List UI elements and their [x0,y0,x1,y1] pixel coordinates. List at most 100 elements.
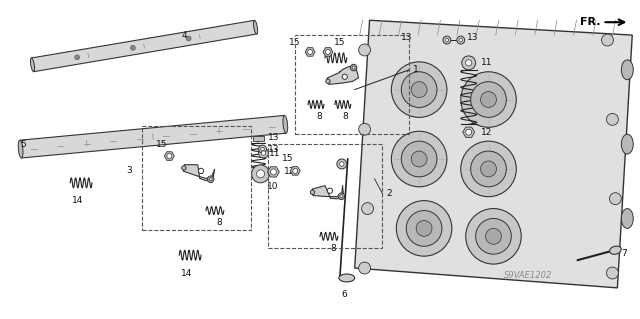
Polygon shape [291,167,300,175]
Circle shape [411,82,427,98]
Circle shape [607,114,618,125]
Text: 1: 1 [413,65,419,74]
Circle shape [416,220,432,236]
Text: 11: 11 [481,58,492,67]
Bar [253,136,264,141]
Circle shape [602,34,613,46]
Circle shape [261,151,266,155]
Text: 9: 9 [483,93,488,102]
Circle shape [207,176,214,182]
Circle shape [607,267,618,279]
Circle shape [340,195,343,198]
Polygon shape [268,167,279,177]
Circle shape [457,36,465,44]
Circle shape [327,188,333,193]
Bar [141,126,251,230]
Circle shape [167,153,172,159]
Circle shape [470,151,506,187]
Text: 4: 4 [181,31,187,40]
Circle shape [609,193,621,204]
Text: 2: 2 [387,189,392,198]
Text: 8: 8 [316,112,322,121]
Polygon shape [327,67,358,85]
Circle shape [337,159,347,169]
Circle shape [396,201,452,256]
Polygon shape [355,20,632,288]
Circle shape [466,129,472,135]
Text: 14: 14 [181,270,193,278]
Text: 10: 10 [266,182,278,191]
Polygon shape [164,152,174,160]
Polygon shape [312,185,343,199]
Circle shape [352,66,355,69]
Text: 13: 13 [268,145,279,153]
Circle shape [392,62,447,117]
Polygon shape [20,115,286,158]
Circle shape [198,168,204,174]
Text: 12: 12 [481,128,492,137]
Text: S9VAE1202: S9VAE1202 [504,271,552,280]
Circle shape [461,141,516,197]
Circle shape [401,72,437,108]
Circle shape [308,49,312,55]
Text: 15: 15 [156,140,167,149]
Circle shape [326,79,330,84]
Ellipse shape [31,58,35,72]
Circle shape [182,166,186,170]
Circle shape [486,228,501,244]
Circle shape [259,145,266,153]
Circle shape [406,211,442,246]
Ellipse shape [253,20,258,34]
Circle shape [292,168,298,174]
Circle shape [476,219,511,254]
Circle shape [470,82,506,117]
Circle shape [466,209,521,264]
Circle shape [445,38,449,42]
Text: 13: 13 [467,33,478,41]
Polygon shape [323,48,333,56]
Circle shape [338,193,344,200]
Circle shape [362,203,374,214]
Circle shape [358,44,371,56]
Ellipse shape [339,274,355,282]
Circle shape [411,151,427,167]
Text: 15: 15 [334,38,346,47]
Text: 8: 8 [216,218,221,227]
Ellipse shape [621,209,633,228]
Text: 12: 12 [284,167,296,176]
Bar [268,144,383,248]
Circle shape [209,178,212,181]
Circle shape [461,72,516,127]
Text: 14: 14 [72,196,84,205]
Ellipse shape [19,140,23,158]
Text: 8: 8 [343,112,349,121]
Circle shape [131,45,136,50]
Circle shape [401,141,437,177]
Circle shape [271,169,276,175]
Ellipse shape [621,60,633,80]
Polygon shape [31,20,257,72]
Ellipse shape [609,246,621,254]
Text: 13: 13 [401,33,412,41]
Circle shape [481,92,497,108]
Circle shape [260,147,264,151]
Circle shape [392,131,447,187]
Text: 13: 13 [268,133,279,142]
Text: 5: 5 [20,140,26,149]
Circle shape [342,74,348,79]
Circle shape [186,36,191,41]
Polygon shape [305,48,315,56]
Text: 7: 7 [621,249,627,258]
Circle shape [350,64,357,71]
Circle shape [465,60,472,66]
Text: 15: 15 [289,38,300,47]
Polygon shape [463,127,475,137]
Circle shape [340,162,344,166]
Text: FR.: FR. [580,17,600,27]
Circle shape [326,49,330,55]
Text: 15: 15 [282,153,293,162]
Circle shape [252,165,269,183]
Circle shape [75,55,79,60]
Circle shape [443,36,451,44]
Circle shape [358,123,371,135]
